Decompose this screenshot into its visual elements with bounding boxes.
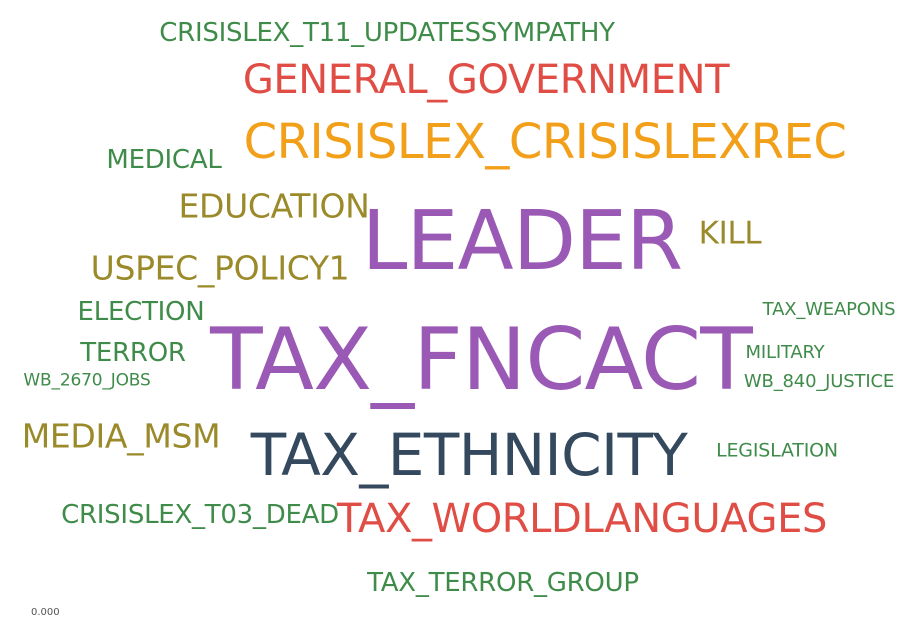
word-leader[interactable]: LEADER [361,194,683,289]
word-terror[interactable]: TERROR [80,338,186,368]
word-wb-840-justice[interactable]: WB_840_JUSTICE [743,371,895,392]
word-education[interactable]: EDUCATION [178,186,370,226]
word-legislation[interactable]: LEGISLATION [716,439,838,462]
word-tax-worldlanguages[interactable]: TAX_WORLDLANGUAGES [337,496,827,542]
word-tax-fncact[interactable]: TAX_FNCACT [210,310,753,410]
word-crisislex-t11-updatessympathy[interactable]: CRISISLEX_T11_UPDATESSYMPATHY [159,18,615,48]
word-uspec-policy1[interactable]: USPEC_POLICY1 [90,248,350,288]
word-crisislex-t03-dead[interactable]: CRISISLEX_T03_DEAD [61,500,339,530]
word-tax-weapons[interactable]: TAX_WEAPONS [762,299,896,320]
word-medical[interactable]: MEDICAL [106,145,222,175]
word-military[interactable]: MILITARY [745,342,825,363]
word-tax-terror-group[interactable]: TAX_TERROR_GROUP [367,568,639,598]
word-election[interactable]: ELECTION [77,297,205,327]
word-kill[interactable]: KILL [698,215,762,252]
word-general-government[interactable]: GENERAL_GOVERNMENT [242,57,730,103]
word-crisislex-crisislexrec[interactable]: CRISISLEX_CRISISLEXREC [243,114,847,170]
word-media-msm[interactable]: MEDIA_MSM [21,416,221,456]
word-tax-ethnicity[interactable]: TAX_ETHNICITY [250,421,688,489]
axis-value-fragment: 0.000 [31,607,60,618]
word-wb-2670-jobs[interactable]: WB_2670_JOBS [23,370,151,391]
